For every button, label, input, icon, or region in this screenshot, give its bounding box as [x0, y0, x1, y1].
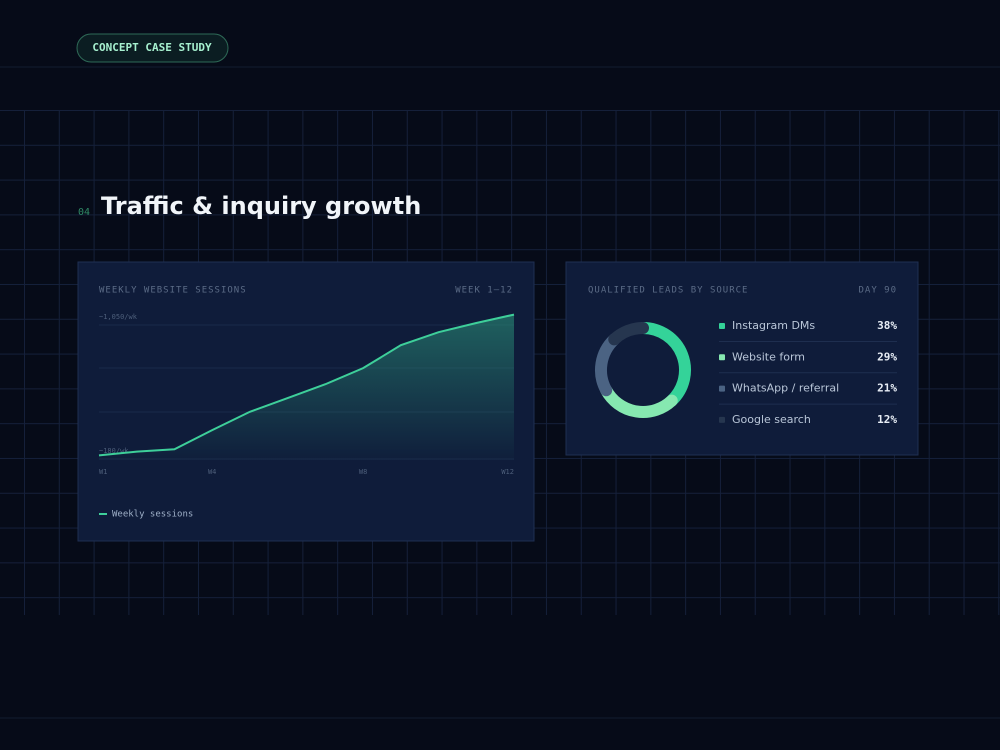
card — [565, 261, 919, 456]
area — [99, 314, 514, 460]
legend-swatch — [719, 323, 725, 329]
chart-title: QUALIFIED LEADS BY SOURCE — [588, 286, 748, 296]
legend-label: Weekly sessions — [112, 510, 193, 520]
annotation: ~1,050/wk — [99, 313, 138, 321]
legend-label: WhatsApp / referral — [732, 382, 839, 395]
chart-subtitle: DAY 90 — [858, 286, 897, 296]
x-tick-label: W8 — [359, 468, 367, 476]
donut-segment — [637, 322, 691, 407]
donut-segment — [600, 384, 678, 418]
chart-subtitle: WEEK 1–12 — [455, 286, 513, 296]
x-tick-label: W1 — [99, 468, 107, 476]
legend-swatch — [719, 416, 725, 423]
section-number: 04 — [78, 207, 90, 218]
line — [98, 313, 515, 457]
x-tick-label: W12 — [501, 468, 514, 476]
badge-text: CONCEPT CASE STUDY — [92, 41, 212, 54]
annotation: ~180/wk — [99, 447, 129, 455]
legend-label: Instagram DMs — [732, 319, 815, 332]
legend-value: 21% — [877, 382, 897, 395]
donut-segment — [608, 322, 649, 346]
chart-title: WEEKLY WEBSITE SESSIONS — [99, 286, 247, 296]
legend-value: 12% — [877, 413, 897, 426]
legend-value: 29% — [877, 350, 897, 363]
legend-swatch — [719, 385, 725, 392]
section-title: Traffic & inquiry growth — [101, 192, 421, 220]
legend-label: Website form — [732, 350, 805, 363]
legend-value: 38% — [877, 319, 897, 332]
badge — [76, 33, 229, 63]
legend-label: Google search — [732, 413, 811, 426]
x-tick-label: W4 — [208, 468, 216, 476]
legend-swatch — [719, 354, 725, 361]
